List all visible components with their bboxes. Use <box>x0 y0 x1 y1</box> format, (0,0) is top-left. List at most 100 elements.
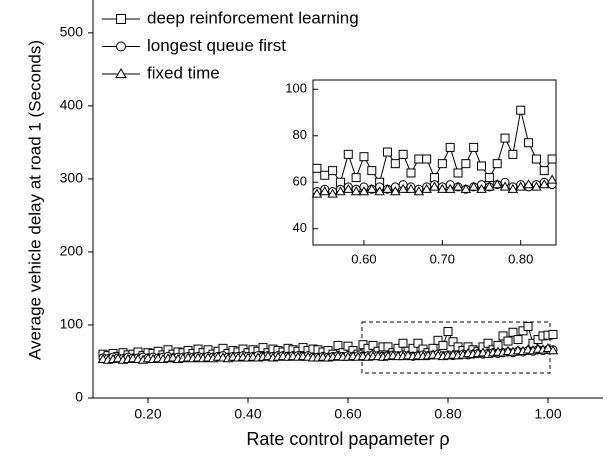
marker-triangle <box>515 181 526 191</box>
marker-square <box>513 335 523 345</box>
marker-triangle <box>542 342 554 353</box>
marker-square <box>320 170 330 180</box>
marker-square <box>484 173 494 183</box>
marker-square <box>477 161 487 171</box>
marker-square <box>433 335 443 345</box>
marker-square <box>406 168 416 178</box>
y-tick-label: 0 <box>75 389 83 405</box>
marker-triangle <box>523 179 534 189</box>
marker-triangle <box>397 183 409 193</box>
legend-marker <box>115 68 127 79</box>
x-tick-label: 0.80 <box>434 406 461 422</box>
marker-square <box>500 133 510 143</box>
marker-triangle <box>311 188 323 198</box>
marker-square <box>503 336 513 346</box>
marker-square <box>398 149 408 159</box>
x-axis-label: Rate control papameter ρ <box>246 429 449 449</box>
y-tick-label: 300 <box>60 170 84 186</box>
marker-square <box>422 154 432 164</box>
marker-triangle <box>491 179 503 189</box>
x-tick-label: 0.40 <box>234 406 261 422</box>
marker-triangle <box>476 183 487 193</box>
marker-triangle <box>531 181 542 191</box>
marker-square <box>367 166 377 176</box>
x-tick-label: 0.60 <box>351 251 376 266</box>
marker-triangle <box>405 183 417 193</box>
marker-triangle <box>437 183 448 193</box>
marker-square <box>368 340 378 350</box>
marker-triangle <box>374 186 385 196</box>
marker-square <box>333 340 343 350</box>
marker-square <box>548 329 558 339</box>
marker-square <box>469 142 479 152</box>
y-tick-label: 500 <box>60 24 84 40</box>
x-tick-label: 0.70 <box>430 251 455 266</box>
marker-square <box>414 154 424 164</box>
marker-triangle <box>452 181 464 191</box>
marker-triangle <box>507 183 519 193</box>
marker-triangle <box>350 186 362 196</box>
y-tick-label: 400 <box>60 97 84 113</box>
marker-square <box>453 168 463 178</box>
marker-square <box>312 163 322 173</box>
y-tick-label: 60 <box>293 174 307 189</box>
marker-triangle <box>343 183 354 193</box>
y-tick-label: 100 <box>60 316 84 332</box>
y-tick-label: 80 <box>293 127 307 142</box>
marker-triangle <box>499 181 511 191</box>
marker-triangle <box>382 183 393 193</box>
marker-square <box>359 152 369 162</box>
legend-label: deep reinforcement learning <box>147 8 359 27</box>
marker-triangle <box>546 174 558 184</box>
legend-label: fixed time <box>147 63 220 82</box>
marker-triangle <box>444 183 456 193</box>
marker-square <box>461 159 471 169</box>
marker-triangle <box>358 186 370 196</box>
marker-square <box>443 327 453 337</box>
marker-square <box>343 149 353 159</box>
marker-square <box>516 105 526 115</box>
marker-triangle <box>327 188 338 198</box>
marker-square <box>508 149 518 159</box>
marker-square <box>437 159 447 169</box>
marker-square <box>328 166 338 176</box>
y-tick-label: 40 <box>293 220 307 235</box>
legend-marker <box>116 14 126 24</box>
marker-square <box>498 331 508 341</box>
marker-square <box>390 159 400 169</box>
marker-triangle <box>366 183 378 193</box>
x-tick-label: 0.80 <box>508 251 533 266</box>
marker-triangle <box>484 181 495 191</box>
marker-square <box>524 138 534 148</box>
marker-triangle <box>429 181 440 191</box>
marker-triangle <box>538 179 550 189</box>
y-tick-label: 200 <box>60 243 84 259</box>
marker-square <box>492 159 502 169</box>
marker-square <box>258 343 268 353</box>
marker-square <box>398 338 408 348</box>
marker-triangle <box>468 181 479 191</box>
y-tick-label: 100 <box>285 81 307 96</box>
marker-square <box>508 327 518 337</box>
marker-square <box>531 154 541 164</box>
marker-square <box>413 338 423 348</box>
marker-square <box>382 147 392 157</box>
marker-triangle <box>413 186 425 196</box>
y-axis-label: Average vehicle delay at road 1 (Seconds… <box>25 40 44 360</box>
marker-triangle <box>335 186 346 196</box>
marker-square <box>351 173 361 183</box>
x-tick-label: 1.00 <box>534 406 561 422</box>
marker-square <box>539 166 549 176</box>
marker-triangle <box>547 345 559 355</box>
plot-frame <box>312 79 557 246</box>
marker-triangle <box>421 183 432 193</box>
marker-triangle <box>319 186 331 196</box>
marker-square <box>445 142 455 152</box>
legend-label: longest queue first <box>147 36 286 55</box>
x-tick-label: 0.60 <box>334 406 361 422</box>
marker-square <box>547 154 557 164</box>
marker-square <box>383 342 393 352</box>
marker-triangle <box>390 186 401 196</box>
x-tick-label: 0.20 <box>134 406 161 422</box>
